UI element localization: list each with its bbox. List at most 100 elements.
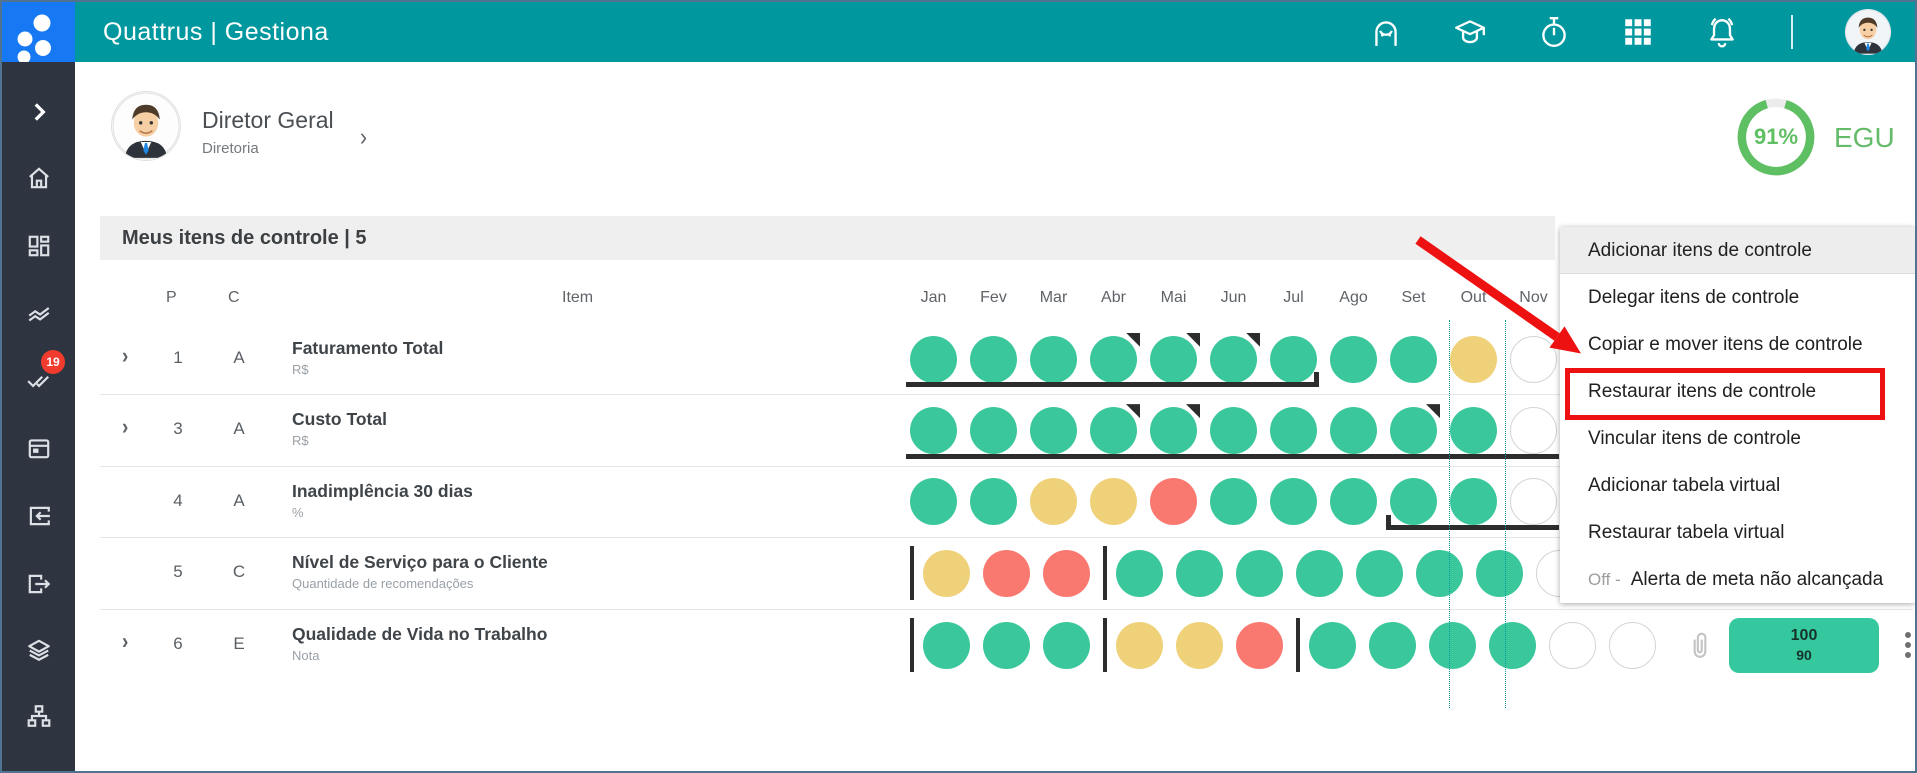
notifications-bell-icon[interactable] xyxy=(1705,15,1739,49)
status-dot-yellow[interactable] xyxy=(1450,335,1497,383)
status-dot-green[interactable] xyxy=(1476,549,1523,597)
status-dot-green[interactable] xyxy=(1309,621,1356,669)
status-dot-green[interactable] xyxy=(1210,332,1260,383)
table-row[interactable]: 4 A Inadimplência 30 dias% xyxy=(100,467,1913,539)
status-dot-green[interactable] xyxy=(923,621,970,669)
status-dot-green[interactable] xyxy=(970,335,1017,383)
status-dot-green[interactable] xyxy=(1450,478,1497,526)
status-dot-green[interactable] xyxy=(1270,335,1317,383)
status-dot-green[interactable] xyxy=(1330,407,1377,455)
quattrus-logo[interactable] xyxy=(2,2,75,64)
goal-value-badge[interactable]: 100 90 xyxy=(1729,617,1879,673)
status-dot-green[interactable] xyxy=(1429,621,1476,669)
status-dot-empty[interactable] xyxy=(1510,407,1557,455)
status-dot-green[interactable] xyxy=(1390,335,1437,383)
sidebar-item-dashboard[interactable] xyxy=(2,224,75,268)
status-dot-green[interactable] xyxy=(970,478,1017,526)
status-dot-green[interactable] xyxy=(1270,478,1317,526)
profile-role: Diretoria xyxy=(202,140,259,157)
status-dot-green[interactable] xyxy=(1043,621,1090,669)
menu-item-adicionar-tabela-virtual[interactable]: Adicionar tabela virtual xyxy=(1560,462,1915,509)
graduation-cap-icon[interactable] xyxy=(1453,15,1487,49)
status-dot-green[interactable] xyxy=(1356,549,1403,597)
status-dot-green[interactable] xyxy=(1090,404,1140,455)
status-dot-green[interactable] xyxy=(1210,478,1257,526)
status-dot-green[interactable] xyxy=(910,478,957,526)
status-dot-green[interactable] xyxy=(1390,478,1437,526)
status-dot-green[interactable] xyxy=(1330,335,1377,383)
status-dot-green[interactable] xyxy=(1369,621,1416,669)
sidebar-item-layers[interactable] xyxy=(2,628,75,672)
table-row[interactable]: › 3 A Custo Total R$ xyxy=(100,395,1913,467)
row-expand-chevron-icon[interactable]: › xyxy=(122,629,129,655)
assistant-face-icon[interactable] xyxy=(1369,15,1403,49)
sidebar-item-check-out[interactable] xyxy=(2,562,75,606)
row-kebab-menu-icon[interactable] xyxy=(1905,632,1911,659)
row-expand-chevron-icon[interactable]: › xyxy=(122,415,129,440)
menu-item-alerta-de-meta-n-o-alcan-ada[interactable]: Off - Alerta de meta não alcançada xyxy=(1560,556,1915,603)
status-dot-yellow[interactable] xyxy=(1176,621,1223,669)
status-dot-green[interactable] xyxy=(1296,549,1343,597)
menu-item-restaurar-itens-de-controle[interactable]: Restaurar itens de controle xyxy=(1560,368,1915,415)
status-dot-green[interactable] xyxy=(1450,407,1497,455)
table-row[interactable]: › 6 E Qualidade de Vida no Trabalho Nota 100 9… xyxy=(100,610,1913,681)
expand-chevron-icon xyxy=(34,103,46,121)
sidebar-item-calendar[interactable] xyxy=(2,426,75,470)
status-dot-green[interactable] xyxy=(1176,549,1223,597)
status-dot-green[interactable] xyxy=(1150,404,1200,455)
status-dot-red[interactable] xyxy=(1236,621,1283,669)
status-dot-red[interactable] xyxy=(1150,478,1197,526)
status-dot-yellow[interactable] xyxy=(1116,621,1163,669)
profile-chevron-icon[interactable]: › xyxy=(360,123,367,152)
row-expand-chevron-icon[interactable]: › xyxy=(122,344,129,369)
status-dot-green[interactable] xyxy=(910,335,957,383)
status-dot-green[interactable] xyxy=(1416,549,1463,597)
status-dot-green[interactable] xyxy=(1030,407,1077,455)
attachment-icon[interactable] xyxy=(1687,630,1713,660)
sidebar-item-indicators[interactable] xyxy=(2,292,75,336)
status-dot-green[interactable] xyxy=(1150,332,1200,383)
status-dot-green[interactable] xyxy=(910,407,957,455)
sidebar-expand-button[interactable] xyxy=(2,90,75,134)
stopwatch-icon[interactable] xyxy=(1537,15,1571,49)
apps-grid-icon[interactable] xyxy=(1621,15,1655,49)
profile-avatar[interactable] xyxy=(112,92,180,160)
status-dot-green[interactable] xyxy=(1390,404,1440,455)
status-dot-green[interactable] xyxy=(1090,332,1140,383)
status-dot-yellow[interactable] xyxy=(1090,478,1137,526)
status-dot-green[interactable] xyxy=(970,407,1017,455)
sidebar-item-tasks[interactable]: 19 xyxy=(2,350,75,402)
menu-item-vincular-itens-de-controle[interactable]: Vincular itens de controle xyxy=(1560,415,1915,462)
menu-item-copiar-e-mover-itens-de-controle[interactable]: Copiar e mover itens de controle xyxy=(1560,321,1915,368)
status-dot-empty[interactable] xyxy=(1510,335,1557,383)
sidebar-item-org-chart[interactable] xyxy=(2,694,75,738)
status-dot-green[interactable] xyxy=(1270,407,1317,455)
month-header-jul: Jul xyxy=(1283,289,1304,306)
menu-item-restaurar-tabela-virtual[interactable]: Restaurar tabela virtual xyxy=(1560,509,1915,556)
row-item-title: Faturamento Total xyxy=(292,338,444,358)
status-dot-empty[interactable] xyxy=(1549,621,1596,669)
row-item-subtitle: Nota xyxy=(292,647,320,663)
menu-item-adicionar-itens-de-controle[interactable]: Adicionar itens de controle xyxy=(1560,227,1915,274)
score-ring[interactable] xyxy=(1734,95,1818,179)
menu-item-delegar-itens-de-controle[interactable]: Delegar itens de controle xyxy=(1560,274,1915,321)
status-dot-green[interactable] xyxy=(1236,549,1283,597)
table-row[interactable]: › 1 A Faturamento Total R$ xyxy=(100,324,1913,396)
status-dot-empty[interactable] xyxy=(1510,478,1557,526)
status-dot-red[interactable] xyxy=(983,549,1030,597)
sidebar-item-home[interactable] xyxy=(2,156,75,200)
status-dot-green[interactable] xyxy=(1116,549,1163,597)
sidebar-item-check-in[interactable] xyxy=(2,494,75,538)
status-dot-green[interactable] xyxy=(983,621,1030,669)
status-dot-green[interactable] xyxy=(1330,478,1377,526)
col-header-p: P xyxy=(166,289,177,306)
status-dot-green[interactable] xyxy=(1489,621,1536,669)
status-dot-red[interactable] xyxy=(1043,549,1090,597)
status-dot-empty[interactable] xyxy=(1609,621,1656,669)
status-dot-yellow[interactable] xyxy=(1030,478,1077,526)
accumulated-result-line xyxy=(1386,515,1559,531)
user-avatar[interactable] xyxy=(1845,9,1891,55)
status-dot-green[interactable] xyxy=(1210,407,1257,455)
status-dot-yellow[interactable] xyxy=(923,549,970,597)
status-dot-green[interactable] xyxy=(1030,335,1077,383)
